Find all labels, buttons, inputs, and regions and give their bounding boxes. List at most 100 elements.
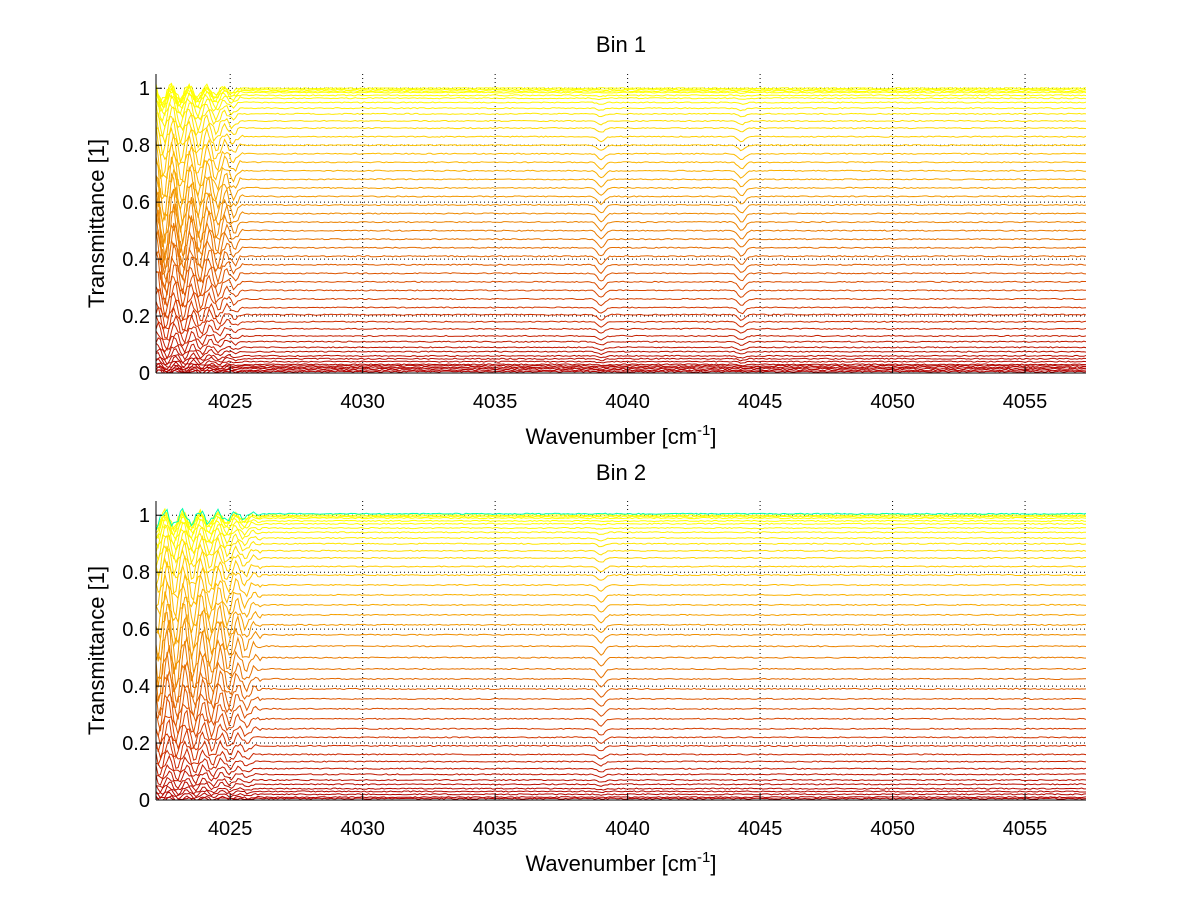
series-line <box>156 222 1086 276</box>
series-line <box>156 686 1086 732</box>
x-tick-label: 4035 <box>473 818 518 840</box>
x-axis-label: Wavenumber [cm-1] <box>525 849 716 876</box>
series-line <box>156 763 1086 782</box>
series-line <box>156 795 1086 800</box>
y-tick-label: 0.6 <box>122 619 150 641</box>
y-axis-label: Transmittance [1] <box>84 566 109 735</box>
series-line <box>156 351 1086 366</box>
x-tick-label: 4030 <box>340 391 385 413</box>
series-line <box>156 313 1086 339</box>
y-tick-label: 0 <box>139 363 150 385</box>
series-line <box>156 306 1086 331</box>
series-line <box>156 788 1086 799</box>
series-line <box>156 271 1086 308</box>
series-line <box>156 581 1086 635</box>
x-axis-label: Wavenumber [cm-1] <box>525 422 716 449</box>
series-line <box>156 165 1086 221</box>
series-line <box>156 250 1086 296</box>
series-line <box>156 156 1086 205</box>
plot-area <box>156 74 1086 373</box>
series-line <box>156 640 1086 702</box>
series-line <box>156 106 1086 138</box>
series-line <box>156 776 1086 790</box>
series-line <box>156 674 1086 720</box>
x-axis-label-superscript: -1 <box>697 422 710 439</box>
y-axis-label: Transmittance [1] <box>84 139 109 308</box>
x-tick-label: 4035 <box>473 391 518 413</box>
series-line <box>156 561 1086 607</box>
series-line <box>156 357 1086 368</box>
series-line <box>156 84 1086 108</box>
x-tick-label: 4045 <box>738 391 783 413</box>
y-tick-label: 0.8 <box>122 562 150 584</box>
series-line <box>156 618 1086 688</box>
series-line <box>156 172 1086 226</box>
series-line <box>156 709 1086 746</box>
series-line <box>156 117 1086 156</box>
series-line <box>156 530 1086 561</box>
series-line <box>156 111 1086 145</box>
y-tick-label: 0.6 <box>122 192 150 214</box>
y-tick-label: 1 <box>139 78 150 100</box>
y-tick-label: 0.2 <box>122 306 150 328</box>
series-line <box>156 183 1086 244</box>
series-line <box>156 366 1086 373</box>
x-tick-label: 4030 <box>340 818 385 840</box>
series-line <box>156 791 1086 800</box>
series-line <box>156 86 1086 112</box>
series-line <box>156 555 1086 594</box>
series-line <box>156 139 1086 181</box>
x-tick-label: 4055 <box>1003 818 1048 840</box>
series-line <box>156 534 1086 568</box>
series-line <box>156 747 1086 769</box>
series-line <box>156 342 1086 360</box>
series-line <box>156 591 1086 645</box>
series-line <box>156 94 1086 122</box>
series-line <box>156 545 1086 587</box>
series-line <box>156 508 1086 534</box>
series-line <box>156 91 1086 117</box>
series-line <box>156 796 1086 800</box>
series-line <box>156 362 1086 372</box>
y-tick-label: 0 <box>139 790 150 812</box>
series-line <box>156 330 1086 352</box>
series-line <box>156 781 1086 794</box>
x-tick-label: 4045 <box>738 818 783 840</box>
series-line <box>156 102 1086 129</box>
y-tick-label: 1 <box>139 505 150 527</box>
series-line <box>156 628 1086 688</box>
series-line <box>156 512 1086 540</box>
series-line <box>156 664 1086 717</box>
x-axis-label-suffix: ] <box>710 424 716 449</box>
series-line <box>156 82 1086 104</box>
x-axis-label-suffix: ] <box>710 851 716 876</box>
series-line <box>156 336 1086 354</box>
x-tick-label: 4025 <box>208 391 253 413</box>
y-tick-label: 0.8 <box>122 135 150 157</box>
x-axis-label-text: Wavenumber [cm <box>525 851 697 876</box>
y-tick-label: 0.4 <box>122 676 150 698</box>
series-line <box>156 188 1086 248</box>
y-tick-label: 0.4 <box>122 249 150 271</box>
series-line <box>156 82 1086 107</box>
series-line <box>156 150 1086 198</box>
x-axis-label-text: Wavenumber [cm <box>525 424 697 449</box>
series-line <box>156 288 1086 322</box>
series-line <box>156 299 1086 330</box>
x-tick-label: 4040 <box>605 818 650 840</box>
series-line <box>156 195 1086 261</box>
series-group <box>156 507 1086 800</box>
series-line <box>156 83 1086 108</box>
series-line <box>156 728 1086 760</box>
series-group <box>156 82 1086 373</box>
series-line <box>156 573 1086 619</box>
series-line <box>156 521 1086 550</box>
series-line <box>156 242 1086 291</box>
x-tick-label: 4040 <box>605 391 650 413</box>
series-line <box>156 736 1086 767</box>
subplot-2: 4025 4030 4035 4040 4045 4050 4055 0 0.2 0.4 0.6 0.… <box>84 460 1086 876</box>
series-line <box>156 770 1086 786</box>
series-line <box>156 541 1086 578</box>
series-line <box>156 203 1086 264</box>
series-line <box>156 368 1086 373</box>
